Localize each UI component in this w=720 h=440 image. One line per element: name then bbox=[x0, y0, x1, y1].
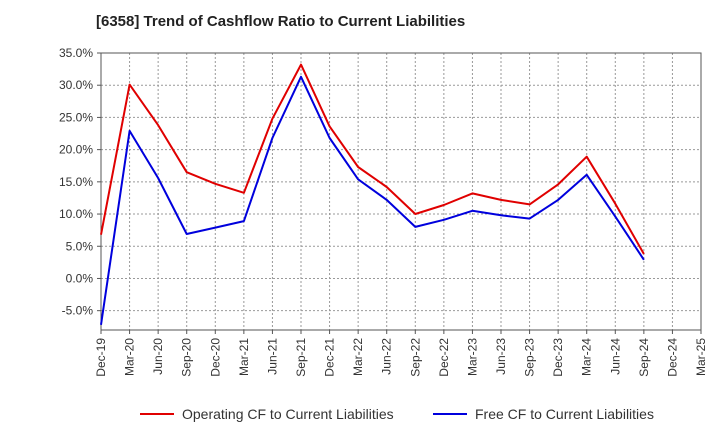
chart-title: [6358] Trend of Cashflow Ratio to Curren… bbox=[96, 13, 466, 30]
x-tick-label: Mar-21 bbox=[237, 338, 251, 376]
plot-frame bbox=[100, 52, 702, 331]
x-tick-label: Sep-22 bbox=[408, 338, 422, 377]
x-tick-label: Dec-24 bbox=[665, 338, 679, 377]
x-tick-label: Jun-24 bbox=[608, 338, 622, 375]
series-line-free-cf bbox=[100, 75, 645, 325]
y-tick-label: 35.0% bbox=[59, 46, 93, 60]
x-tick-label: Mar-25 bbox=[694, 338, 708, 376]
legend: Operating CF to Current Liabilities Free … bbox=[140, 406, 654, 422]
x-tick-label: Sep-24 bbox=[637, 338, 651, 377]
series-lines bbox=[100, 63, 645, 325]
y-tick-label: 30.0% bbox=[59, 78, 93, 92]
grid-lines bbox=[100, 52, 702, 330]
y-tick-label: 0.0% bbox=[66, 271, 94, 285]
y-tick-label: -5.0% bbox=[62, 304, 94, 318]
y-tick-label: 20.0% bbox=[59, 143, 93, 157]
series-line-operating-cf bbox=[100, 63, 645, 255]
x-tick-label: Sep-20 bbox=[180, 338, 194, 377]
y-tick-label: 15.0% bbox=[59, 175, 93, 189]
y-tick-label: 5.0% bbox=[66, 239, 94, 253]
legend-label: Operating CF to Current Liabilities bbox=[182, 406, 394, 422]
x-tick-label: Sep-21 bbox=[294, 338, 308, 377]
y-tick-label: 25.0% bbox=[59, 110, 93, 124]
chart-axes: -5.0% 0.0% 5.0% 10.0% 15.0% 20.0% 25.0% 30.0% 35… bbox=[59, 46, 708, 377]
x-tick-label: Dec-23 bbox=[551, 338, 565, 377]
x-tick-label: Dec-20 bbox=[208, 338, 222, 377]
x-tick-label: Mar-24 bbox=[580, 338, 594, 376]
legend-label: Free CF to Current Liabilities bbox=[475, 406, 654, 422]
x-tick-label: Dec-22 bbox=[437, 338, 451, 377]
x-tick-label: Jun-20 bbox=[151, 338, 165, 375]
x-tick-label: Mar-20 bbox=[123, 338, 137, 376]
y-tick-label: 10.0% bbox=[59, 207, 93, 221]
x-tick-label: Dec-21 bbox=[323, 338, 337, 377]
x-tick-label: Mar-23 bbox=[465, 338, 479, 376]
x-tick-label: Dec-19 bbox=[94, 338, 108, 377]
x-tick-label: Sep-23 bbox=[523, 338, 537, 377]
x-tick-label: Mar-22 bbox=[351, 338, 365, 376]
x-tick-label: Jun-23 bbox=[494, 338, 508, 375]
x-tick-label: Jun-22 bbox=[380, 338, 394, 375]
x-tick-label: Jun-21 bbox=[265, 338, 279, 375]
